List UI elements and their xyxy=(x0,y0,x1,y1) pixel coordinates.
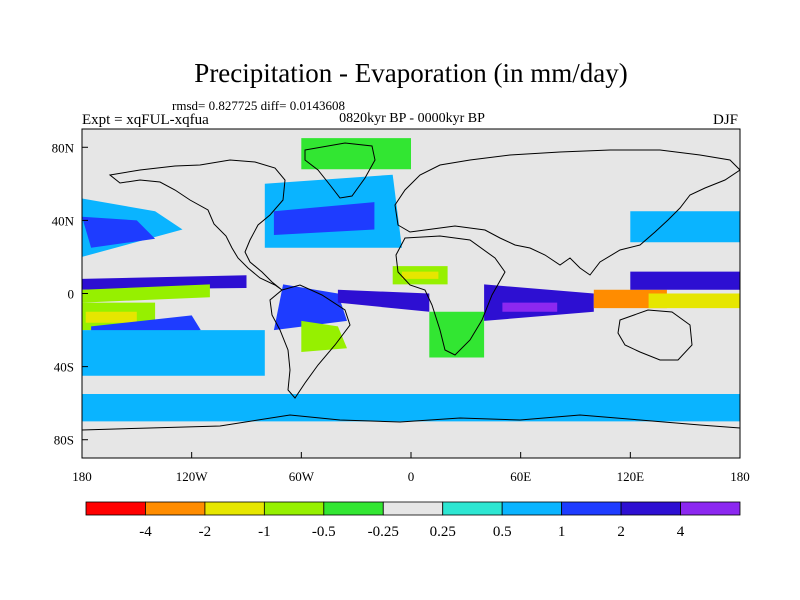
y-tick-label: 40N xyxy=(52,213,75,228)
colorbar-label: -0.5 xyxy=(312,524,336,540)
region-south-america-wet xyxy=(273,284,347,331)
region-south-pacific-moist xyxy=(82,330,265,376)
colorbar-label: 0.5 xyxy=(493,524,512,540)
coast-australia xyxy=(617,309,693,361)
coast-north-america xyxy=(108,159,286,291)
colorbar-swatch xyxy=(442,501,503,516)
colorbar-label: -4 xyxy=(139,524,152,540)
x-tick-label: 120E xyxy=(617,469,645,484)
y-axis: 80N 40N 0 40S 80S xyxy=(52,140,88,448)
region-atlantic-itcz xyxy=(337,289,430,312)
colorbar-swatch xyxy=(204,501,265,516)
colorbar-label: -0.25 xyxy=(368,524,399,540)
region-north-atlantic-wet xyxy=(273,202,375,235)
x-tick-label: 0 xyxy=(408,469,415,484)
colorbar-swatch xyxy=(680,501,741,516)
region-southeast-pacific-core xyxy=(85,311,137,323)
y-tick-label: 80N xyxy=(52,140,75,155)
colorbar: -4 -2 -1 -0.5 -0.25 0.25 0.5 1 2 4 xyxy=(85,501,741,540)
region-west-pacific-wet xyxy=(630,271,740,290)
colorbar-label: 0.25 xyxy=(430,524,456,540)
colorbar-label: -2 xyxy=(199,524,212,540)
colorbar-label: 1 xyxy=(558,524,566,540)
colorbar-swatch xyxy=(501,501,563,516)
x-tick-label: 60W xyxy=(289,469,315,484)
colorbar-swatch xyxy=(620,501,681,516)
region-greenland-sea xyxy=(301,138,411,170)
coast-antarctica xyxy=(82,414,740,431)
precip-regions xyxy=(82,138,740,422)
y-tick-label: 80S xyxy=(54,433,74,448)
colorbar-swatch xyxy=(145,501,206,516)
coast-greenland xyxy=(304,142,376,199)
colorbar-label: 2 xyxy=(617,524,625,540)
period-label: 0820kyr BP - 0000kyr BP xyxy=(339,111,485,126)
colorbar-swatch xyxy=(323,501,384,516)
chart-title: Precipitation - Evaporation (in mm/day) xyxy=(194,58,627,88)
colorbar-swatch xyxy=(263,501,325,516)
coast-africa xyxy=(395,235,506,356)
coastlines xyxy=(82,142,740,431)
coast-eurasia xyxy=(394,149,740,276)
region-central-pacific-dry xyxy=(82,284,210,303)
colorbar-swatch xyxy=(85,501,146,516)
y-tick-label: 0 xyxy=(68,287,75,302)
region-south-africa-moist xyxy=(429,311,485,358)
region-indian-ocean-core xyxy=(502,302,558,312)
y-tick-label: 40S xyxy=(54,360,74,375)
x-tick-label: 180 xyxy=(72,469,92,484)
colorbar-label: 4 xyxy=(677,524,685,540)
x-tick-label: 120W xyxy=(176,469,209,484)
coast-south-america xyxy=(269,284,351,399)
season-label: DJF xyxy=(713,112,738,128)
colorbar-label: -1 xyxy=(258,524,271,540)
region-southern-ocean-band xyxy=(82,394,740,422)
region-north-west-pacific-storm xyxy=(630,211,740,243)
region-west-africa-core xyxy=(401,271,439,279)
x-tick-label: 60E xyxy=(510,469,531,484)
stats-text: rmsd= 0.827725 diff= 0.0143608 xyxy=(172,98,345,113)
experiment-label: Expt = xqFUL-xqfua xyxy=(82,112,209,128)
x-axis: 180 120W 60W 0 60E 120E 180 xyxy=(72,452,750,484)
region-west-pacific-dry xyxy=(648,293,740,309)
region-north-pacific-wet xyxy=(82,216,156,248)
x-tick-label: 180 xyxy=(730,469,750,484)
colorbar-swatch xyxy=(561,501,622,516)
colorbar-swatch xyxy=(382,501,444,516)
